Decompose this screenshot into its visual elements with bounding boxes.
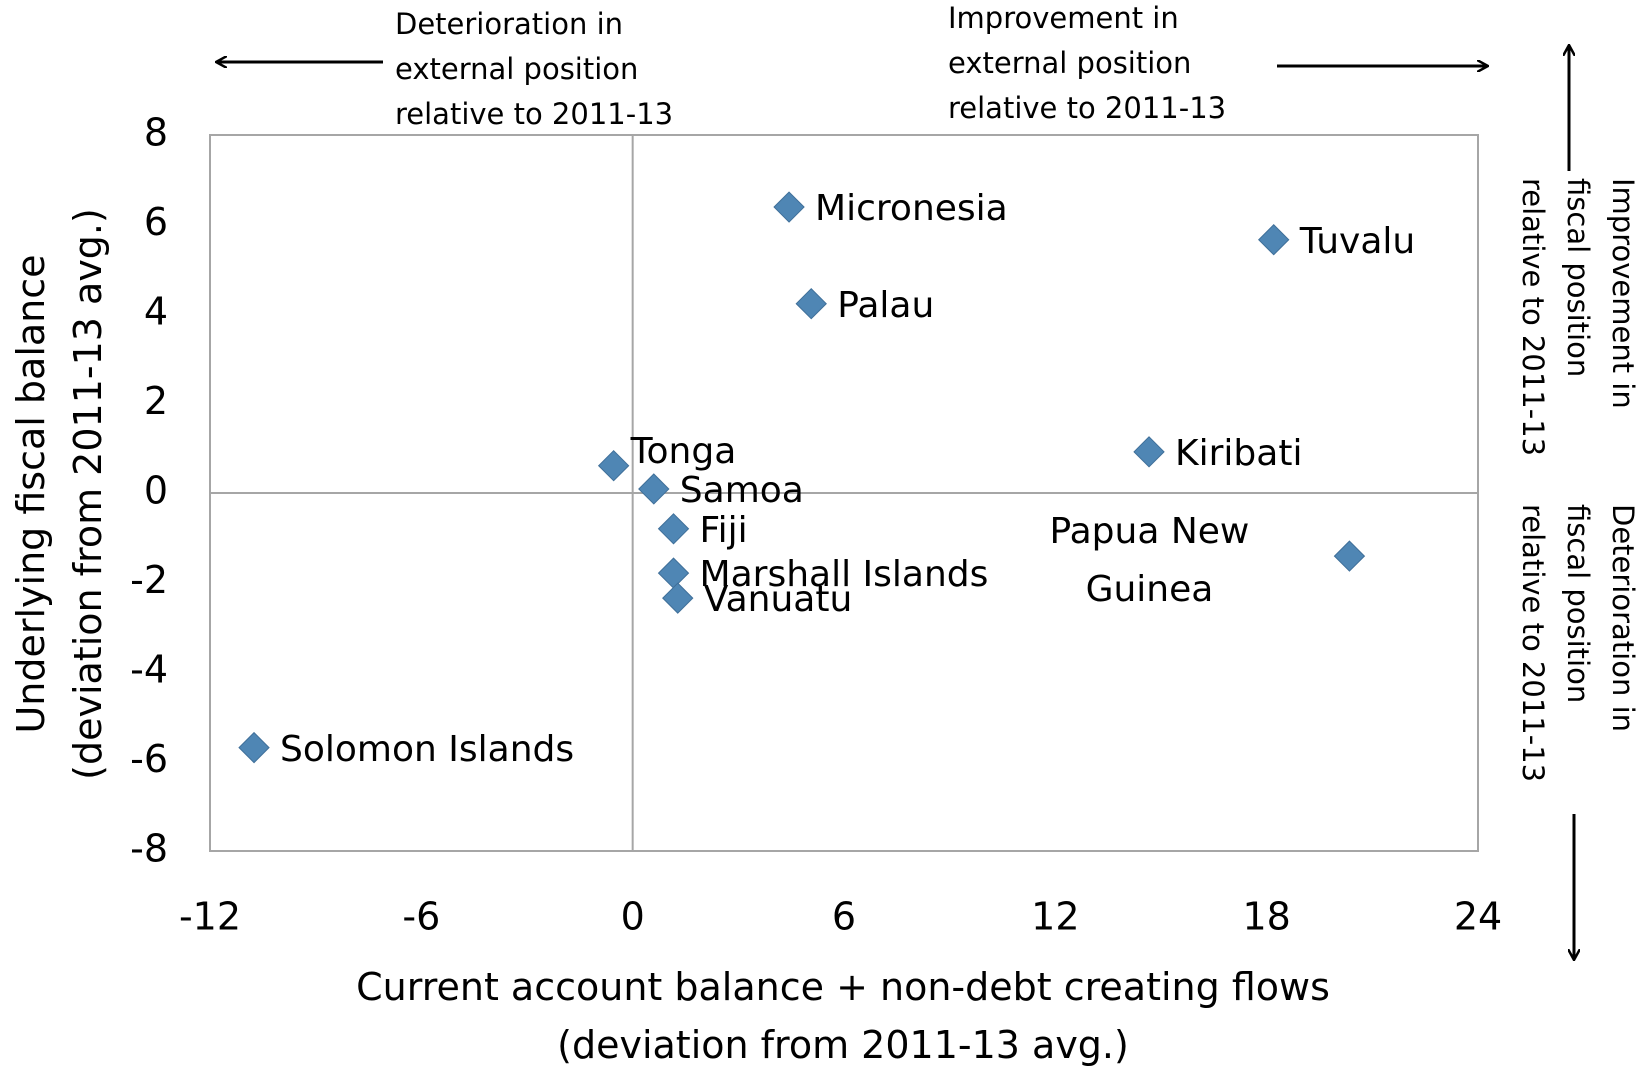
x-tick-label: -6 [402,895,440,939]
point [1133,436,1165,468]
point-label: Kiribati [1175,432,1303,474]
x-axis-title: Current account balance + non-debt creat… [356,965,1330,1009]
point-label: Vanuatu [703,579,853,621]
point [657,513,690,545]
point-label: Tonga [630,430,737,472]
point [662,582,694,614]
x-tick-label: 24 [1454,895,1502,939]
annotation: Deterioration in external position relat… [395,7,674,131]
point [795,287,827,320]
y-tick-label: -2 [130,558,168,602]
point [597,449,630,482]
point-label: Papua New Guinea [1049,511,1250,611]
annotation: Deterioration in fiscal position relativ… [1516,504,1640,783]
point-label: Tuvalu [1299,220,1416,262]
point-label: Solomon Islands [280,728,575,770]
point [638,473,670,505]
y-tick-label: -6 [130,737,168,781]
point [238,731,270,764]
point-label: Palau [837,284,935,326]
y-tick-label: 0 [144,469,168,513]
point-label: Fiji [699,509,748,551]
point-label: Micronesia [815,188,1008,230]
point [1333,540,1366,572]
x-tick-label: 0 [621,895,645,939]
y-tick-label: -8 [130,827,168,871]
x-tick-label: 18 [1242,895,1290,939]
point [657,557,690,589]
x-tick-label: 12 [1031,895,1079,939]
y-axis-title: (deviation from 2011-13 avg.) [66,208,110,780]
y-axis-title: Underlying fiscal balance [9,254,53,734]
y-tick-label: -4 [130,648,168,692]
y-tick-label: 8 [144,111,168,155]
x-axis-title: (deviation from 2011-13 avg.) [557,1023,1129,1067]
point-label: Samoa [679,469,804,511]
point [773,191,805,223]
annotation: Improvement in external position relativ… [948,1,1227,125]
annotation: Improvement in fiscal position relative … [1516,178,1640,457]
y-tick-label: 6 [144,200,168,244]
point-label: Marshall Islands [699,554,989,596]
y-tick-label: 4 [144,290,168,334]
y-tick-label: 2 [144,379,168,423]
x-tick-label: 6 [832,895,856,939]
x-tick-label: -12 [179,895,241,939]
point [1258,224,1290,256]
